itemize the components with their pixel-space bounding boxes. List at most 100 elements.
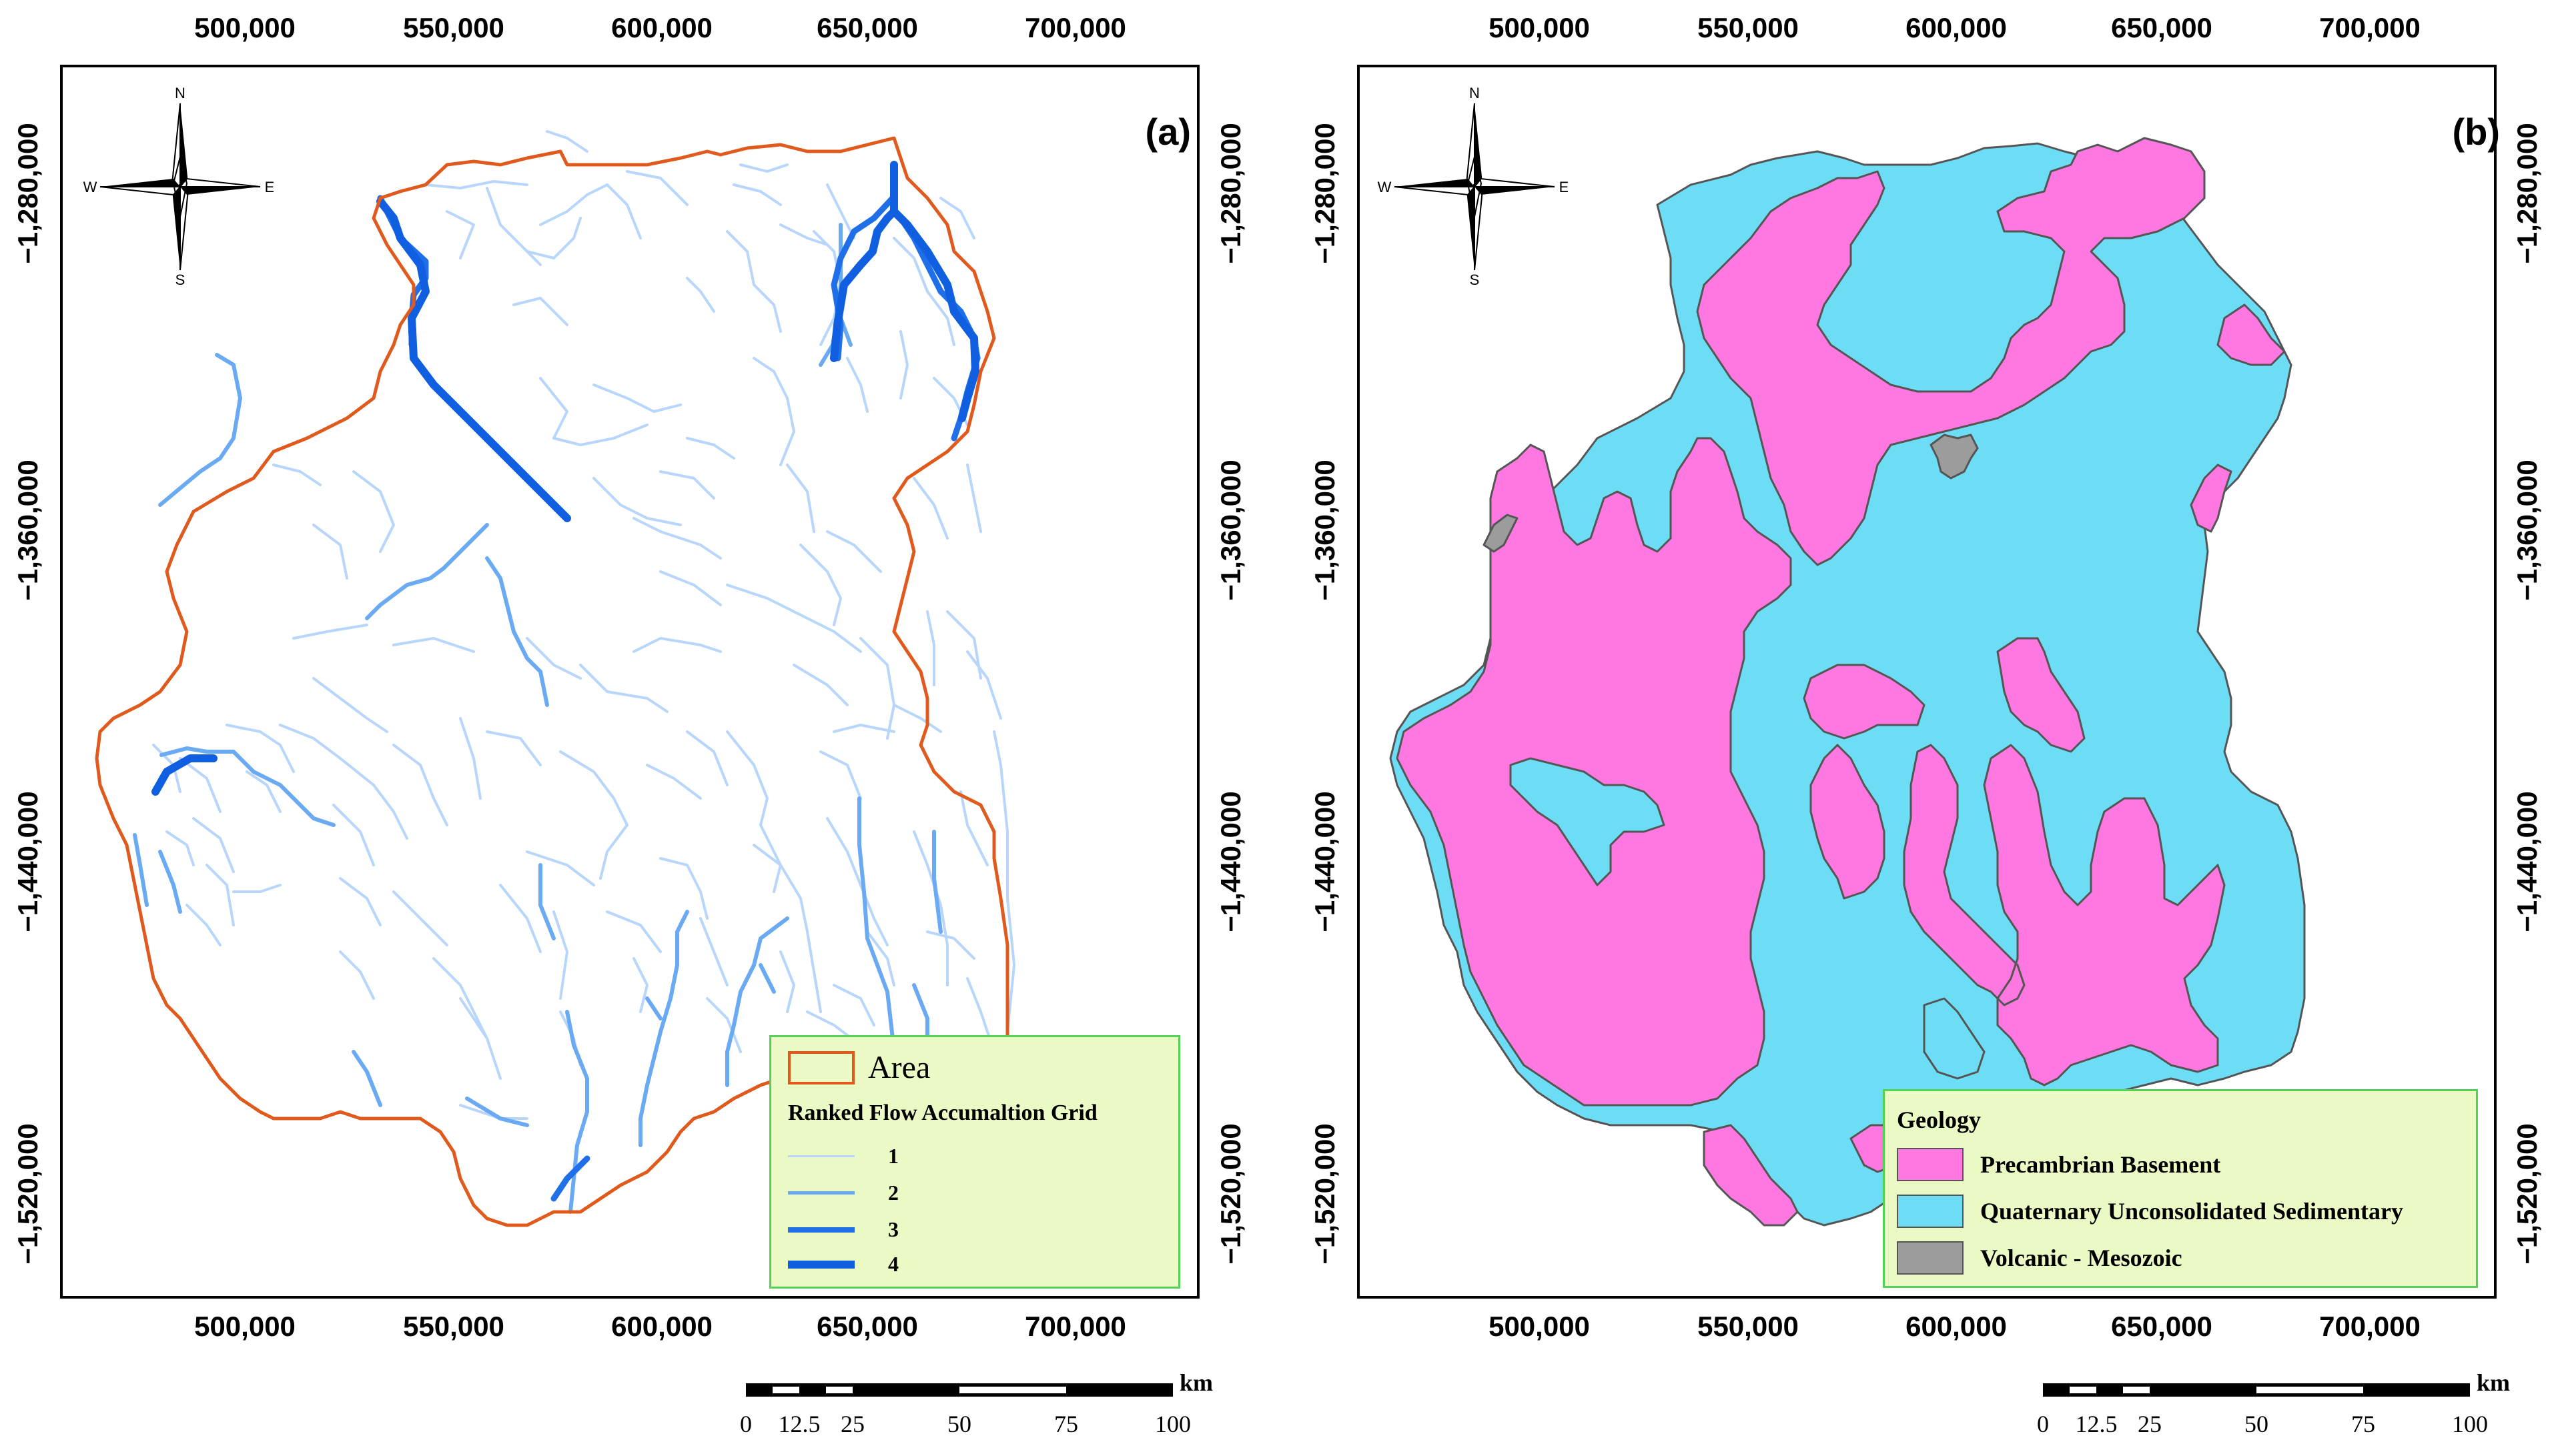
- panel-label: (a): [1145, 111, 1191, 153]
- scale-label: 75: [1054, 1411, 1078, 1437]
- geology-precambrian-southeast: [1809, 744, 2226, 1086]
- scale-label: 25: [2138, 1411, 2162, 1437]
- scale-label: 0: [740, 1411, 752, 1437]
- legend-line-rank-4: [788, 1260, 855, 1269]
- x-tick-label: 700,000: [2319, 1311, 2421, 1342]
- legend-item-label: Volcanic - Mesozoic: [1980, 1245, 2182, 1271]
- map-frame: [60, 65, 1200, 1299]
- y-tick-label: −1,520,000: [12, 1123, 43, 1265]
- scale-label: 100: [1155, 1411, 1191, 1437]
- scale-label: 100: [2452, 1411, 2488, 1437]
- x-tick-label: 600,000: [611, 12, 713, 43]
- y-tick-label: −1,360,000: [12, 460, 43, 601]
- legend-swatch-quaternary: [1897, 1195, 1964, 1228]
- legend-line-rank-2: [788, 1191, 855, 1195]
- x-tick-label: 500,000: [194, 12, 296, 43]
- x-tick-label: 500,000: [1488, 12, 1590, 43]
- legend-item-label: 2: [888, 1181, 899, 1205]
- compass-w: W: [83, 179, 97, 195]
- y-tick-label: −1,520,000: [1309, 1123, 1340, 1265]
- scale-label: 50: [947, 1411, 971, 1437]
- geology-precambrian-north: [1696, 137, 2206, 566]
- x-tick-label: 600,000: [1905, 1311, 2007, 1342]
- y-tick-label: −1,280,000: [2511, 123, 2543, 264]
- y-tick-label: −1,360,000: [1215, 460, 1246, 601]
- x-tick-label: 550,000: [1697, 12, 1799, 43]
- legend-item-label: Precambrian Basement: [1980, 1151, 2221, 1178]
- scale-label: 75: [2351, 1411, 2375, 1437]
- compass-s: S: [1470, 271, 1480, 287]
- geology-precambrian-east-finger: [1996, 637, 2086, 753]
- streams-rank-1: [152, 130, 1015, 1120]
- legend-swatch-volcanic: [1897, 1241, 1964, 1275]
- legend-item-label: 4: [888, 1252, 899, 1276]
- x-tick-label: 700,000: [2319, 12, 2421, 43]
- geology-precambrian-northeast: [2216, 303, 2286, 366]
- x-tick-label: 600,000: [611, 1311, 713, 1342]
- legend-title: Ranked Flow Accumaltion Grid: [788, 1101, 1098, 1125]
- compass-e: E: [265, 179, 274, 195]
- map-frame: [1357, 65, 2497, 1299]
- scale-bar-graphic: [2043, 1383, 2470, 1397]
- map-panel-b: 500,000 550,000 600,000 650,000 700,000 …: [1302, 0, 2562, 1456]
- area-swatch: [788, 1050, 855, 1084]
- map-panel-a: 500,000 550,000 600,000 650,000 700,000 …: [12, 12, 1246, 1437]
- scale-label: 25: [841, 1411, 865, 1437]
- compass-s: S: [175, 271, 185, 287]
- flow-accumulation-map: [95, 130, 1015, 1227]
- compass-n: N: [175, 85, 185, 101]
- legend-item-label: 3: [888, 1217, 899, 1241]
- y-tick-label: −1,440,000: [1215, 791, 1246, 932]
- x-tick-label: 650,000: [2111, 1311, 2212, 1342]
- x-tick-label: 550,000: [1697, 1311, 1799, 1342]
- geology-precambrian-central: [1803, 664, 1926, 740]
- scale-unit: km: [1180, 1369, 1214, 1396]
- geology-quaternary-inlier: [1509, 757, 1665, 886]
- scale-label: 50: [2244, 1411, 2268, 1437]
- legend-geology: Geology Precambrian Basement Quaternary …: [1883, 1089, 2478, 1288]
- panel-label: (b): [2452, 111, 2500, 153]
- geology-volcanic-west: [1482, 514, 1519, 553]
- scale-label: 12.5: [2075, 1411, 2118, 1437]
- compass-e: E: [1559, 179, 1568, 195]
- y-tick-label: −1,360,000: [1309, 460, 1340, 601]
- y-tick-label: −1,440,000: [1309, 791, 1340, 932]
- scale-label: 0: [2037, 1411, 2049, 1437]
- y-tick-label: −1,520,000: [1215, 1123, 1246, 1265]
- north-arrow-icon: N S W E: [1378, 85, 1568, 287]
- streams-rank-4: [151, 161, 979, 796]
- legend-flow-accumulation: Area Ranked Flow Accumaltion Grid 1 2 3 …: [769, 1035, 1180, 1289]
- x-tick-label: 550,000: [403, 1311, 504, 1342]
- x-tick-label: 550,000: [403, 12, 504, 43]
- scale-label: 12.5: [778, 1411, 821, 1437]
- x-tick-label: 500,000: [194, 1311, 296, 1342]
- x-tick-label: 700,000: [1025, 1311, 1126, 1342]
- y-tick-label: −1,440,000: [12, 791, 43, 932]
- legend-area-label: Area: [868, 1050, 931, 1085]
- x-tick-label: 650,000: [817, 1311, 918, 1342]
- compass-w: W: [1378, 179, 1392, 195]
- y-tick-label: −1,440,000: [2511, 791, 2543, 932]
- legend-swatch-precambrian: [1897, 1148, 1964, 1181]
- north-arrow-icon: N S W E: [83, 85, 274, 287]
- compass-n: N: [1469, 85, 1480, 101]
- geology-volcanic-central: [1930, 434, 1979, 480]
- x-tick-label: 700,000: [1025, 12, 1126, 43]
- geology-quaternary-sliver: [1923, 997, 1986, 1080]
- y-tick-label: −1,280,000: [1215, 123, 1246, 264]
- y-tick-label: −1,280,000: [1309, 123, 1340, 264]
- y-tick-label: −1,520,000: [2511, 1123, 2543, 1265]
- x-tick-label: 500,000: [1488, 1311, 1590, 1342]
- x-tick-label: 650,000: [2111, 12, 2212, 43]
- x-tick-label: 650,000: [817, 12, 918, 43]
- x-tick-label: 600,000: [1905, 12, 2007, 43]
- scale-bar-graphic: [746, 1383, 1173, 1397]
- legend-title: Geology: [1897, 1107, 1981, 1133]
- legend-line-rank-3: [788, 1227, 855, 1233]
- watershed-boundary: [95, 136, 1009, 1227]
- geology-precambrian-east-edge: [2190, 464, 2232, 533]
- y-tick-label: −1,360,000: [2511, 460, 2543, 601]
- y-tick-label: −1,280,000: [12, 123, 43, 264]
- legend-item-label: Quaternary Unconsolidated Sedimentary: [1980, 1198, 2403, 1225]
- legend-item-label: 1: [888, 1144, 899, 1168]
